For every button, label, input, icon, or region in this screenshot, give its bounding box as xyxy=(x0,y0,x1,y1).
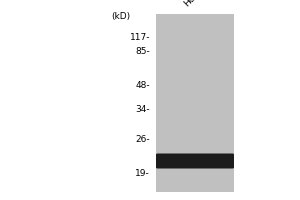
FancyBboxPatch shape xyxy=(156,154,234,168)
Text: HuvEc: HuvEc xyxy=(183,0,209,8)
Text: 19-: 19- xyxy=(135,168,150,178)
Text: 117-: 117- xyxy=(130,32,150,42)
Bar xyxy=(156,14,234,192)
Text: 34-: 34- xyxy=(135,104,150,114)
Text: 26-: 26- xyxy=(135,134,150,144)
Text: (kD): (kD) xyxy=(111,12,130,21)
Text: 85-: 85- xyxy=(135,46,150,55)
Text: 48-: 48- xyxy=(135,81,150,90)
